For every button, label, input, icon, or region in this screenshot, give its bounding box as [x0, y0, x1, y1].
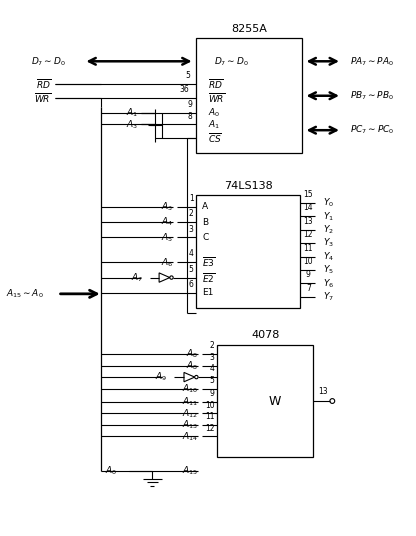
Text: 14: 14 [304, 204, 313, 212]
Text: $Y_4$: $Y_4$ [323, 250, 334, 263]
Text: 10: 10 [304, 257, 313, 266]
Text: 9: 9 [306, 271, 311, 279]
Text: A: A [202, 202, 208, 211]
Text: $A_3$: $A_3$ [161, 200, 173, 213]
Text: 12: 12 [304, 230, 313, 239]
Text: 7: 7 [306, 284, 311, 293]
Text: 2: 2 [210, 341, 215, 351]
Text: $Y_2$: $Y_2$ [323, 224, 334, 236]
Text: $\overline{CS}$: $\overline{CS}$ [208, 131, 222, 145]
Text: $A_{10}$: $A_{10}$ [182, 382, 198, 395]
Bar [196, 195, 300, 308]
Text: 12: 12 [205, 423, 215, 433]
Text: $A_{14}$: $A_{14}$ [182, 430, 198, 443]
Text: $\overline{RD}$: $\overline{RD}$ [36, 77, 51, 91]
Text: 3: 3 [210, 353, 215, 362]
Text: 9: 9 [210, 389, 215, 398]
Text: 10: 10 [205, 400, 215, 410]
Bar [196, 39, 302, 153]
Text: $\overline{E3}$: $\overline{E3}$ [202, 255, 215, 269]
Text: 4: 4 [210, 364, 215, 373]
Text: $Y_7$: $Y_7$ [323, 291, 334, 303]
Text: 74LS138: 74LS138 [224, 181, 272, 191]
Text: $Y_3$: $Y_3$ [323, 237, 334, 249]
Text: 9: 9 [188, 100, 193, 109]
Text: $Y_6$: $Y_6$ [323, 277, 334, 289]
Text: $PB_7$$\sim$$PB_0$: $PB_7$$\sim$$PB_0$ [349, 90, 394, 102]
Text: $A_6$: $A_6$ [161, 256, 173, 269]
Text: B: B [202, 218, 208, 227]
Text: $A_8$: $A_8$ [186, 359, 198, 372]
Text: 5: 5 [186, 71, 191, 80]
Text: $PA_7$$\sim$$PA_0$: $PA_7$$\sim$$PA_0$ [349, 55, 394, 68]
Text: $A_7$: $A_7$ [131, 271, 143, 284]
Text: $A_3$: $A_3$ [126, 118, 138, 131]
Text: $A_1$: $A_1$ [126, 107, 138, 119]
Text: $A_8$: $A_8$ [186, 348, 198, 360]
Text: 11: 11 [205, 412, 215, 421]
Text: $\overline{E2}$: $\overline{E2}$ [202, 271, 215, 285]
Text: 2: 2 [189, 209, 193, 218]
Text: $\overline{WR}$: $\overline{WR}$ [208, 91, 225, 105]
Text: $A_{11}$: $A_{11}$ [182, 396, 198, 408]
Text: 8255A: 8255A [231, 24, 267, 34]
Text: 1: 1 [189, 194, 193, 203]
Text: $A_4$: $A_4$ [161, 216, 173, 228]
Text: 4078: 4078 [251, 330, 280, 340]
Text: $D_7$$\sim$$D_0$: $D_7$$\sim$$D_0$ [214, 55, 248, 68]
Text: 15: 15 [304, 190, 313, 199]
Text: 3: 3 [189, 225, 193, 234]
Text: 8: 8 [188, 111, 193, 121]
Text: $A_{13}$: $A_{13}$ [182, 419, 198, 431]
Text: $A_{15}$: $A_{15}$ [182, 465, 198, 477]
Text: 36: 36 [179, 85, 189, 94]
Text: $Y_0$: $Y_0$ [323, 197, 334, 209]
Text: $A_5$: $A_5$ [161, 231, 173, 244]
Text: $Y_5$: $Y_5$ [323, 264, 334, 276]
Text: C: C [202, 233, 208, 242]
Text: $A_1$: $A_1$ [208, 118, 220, 131]
Text: $A_0$: $A_0$ [208, 107, 220, 119]
Text: 5: 5 [210, 376, 215, 385]
Text: $A_9$: $A_9$ [156, 371, 168, 383]
Text: 5: 5 [189, 265, 193, 274]
Text: $A_0$: $A_0$ [104, 465, 117, 477]
Text: $A_{15}$$\sim$$A_0$: $A_{15}$$\sim$$A_0$ [5, 288, 43, 300]
Text: E1: E1 [202, 288, 213, 297]
Text: $D_7$$\sim$$D_0$: $D_7$$\sim$$D_0$ [32, 55, 66, 68]
Text: 13: 13 [304, 217, 313, 226]
Text: 4: 4 [189, 249, 193, 258]
Text: $PC_7$$\sim$$PC_0$: $PC_7$$\sim$$PC_0$ [349, 124, 394, 137]
Text: 11: 11 [304, 244, 313, 252]
Text: $\overline{WR}$: $\overline{WR}$ [34, 91, 51, 105]
Text: 6: 6 [189, 280, 193, 289]
Text: 13: 13 [318, 387, 327, 396]
Text: $\overline{RD}$: $\overline{RD}$ [208, 77, 223, 91]
Text: $Y_1$: $Y_1$ [323, 210, 334, 222]
Text: W: W [269, 394, 281, 407]
Bar [218, 345, 313, 458]
Text: $A_{12}$: $A_{12}$ [182, 407, 198, 420]
